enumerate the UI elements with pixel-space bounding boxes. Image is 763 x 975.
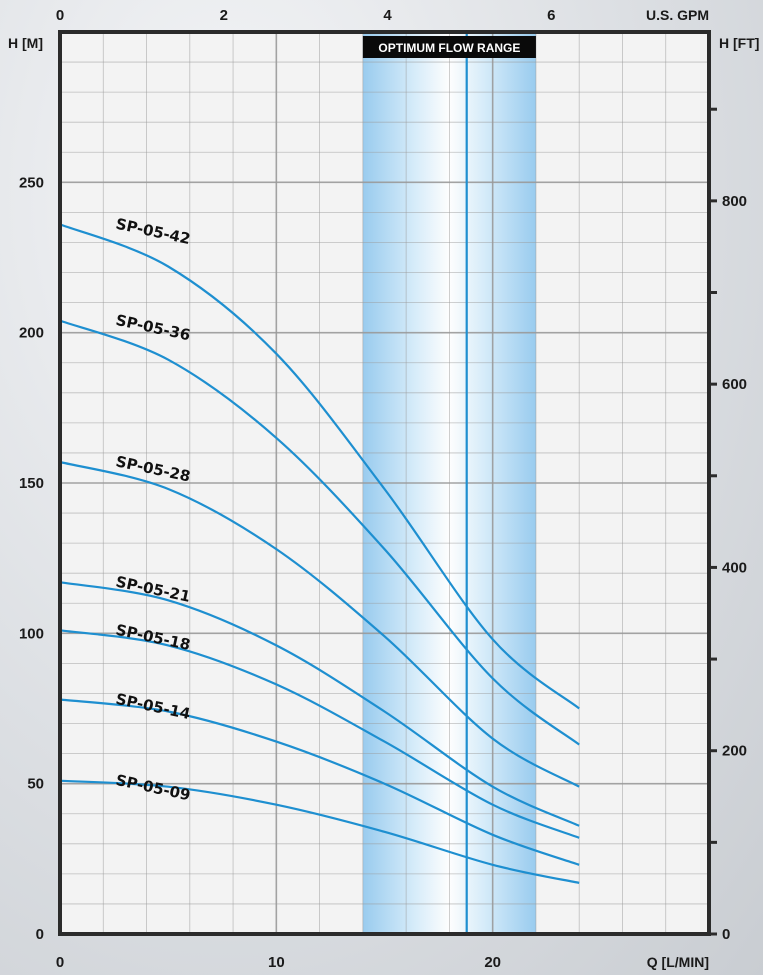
x-tick-label: 10 bbox=[268, 954, 285, 971]
plot-frame bbox=[58, 30, 711, 936]
y-tick-label: 250 bbox=[19, 174, 44, 191]
y-tick-label: 50 bbox=[27, 776, 44, 793]
curve-sp-05-18 bbox=[59, 629, 580, 839]
y-tick-label: 200 bbox=[19, 325, 44, 342]
curve-sp-05-36 bbox=[59, 319, 580, 746]
right-axis-ticks bbox=[709, 107, 717, 936]
y2-tick-label: 200 bbox=[722, 743, 747, 760]
y2-tick-label: 600 bbox=[722, 376, 747, 393]
optimum-band-title-box bbox=[362, 36, 536, 58]
curve-sp-05-14 bbox=[59, 698, 580, 866]
x2-tick-label: 2 bbox=[220, 7, 228, 24]
curve-sp-05-09 bbox=[59, 779, 580, 884]
y-tick-label: 100 bbox=[19, 625, 44, 642]
x-tick-label: 0 bbox=[56, 954, 64, 971]
x2-tick-label: 0 bbox=[56, 7, 64, 24]
y2-axis-label: H [FT] bbox=[719, 35, 759, 51]
x2-tick-label: 6 bbox=[547, 7, 555, 24]
x2-axis-label: U.S. GPM bbox=[646, 7, 709, 23]
curve-sp-05-28 bbox=[59, 460, 580, 788]
x-tick-label: 20 bbox=[484, 954, 501, 971]
curves bbox=[59, 223, 580, 884]
y2-tick-label: 800 bbox=[722, 193, 747, 210]
x-axis-label: Q [L/MIN] bbox=[647, 954, 709, 970]
curve-sp-05-21 bbox=[59, 581, 580, 827]
y2-tick-label: 400 bbox=[722, 559, 747, 576]
y-axis-label: H [M] bbox=[8, 35, 43, 51]
y-tick-label: 150 bbox=[19, 475, 44, 492]
x2-tick-label: 4 bbox=[383, 7, 392, 24]
y-tick-label: 0 bbox=[36, 926, 44, 943]
y2-tick-label: 0 bbox=[722, 926, 730, 943]
optimum-band-title: OPTIMUM FLOW RANGE bbox=[378, 41, 520, 55]
curve-sp-05-42 bbox=[59, 223, 580, 710]
